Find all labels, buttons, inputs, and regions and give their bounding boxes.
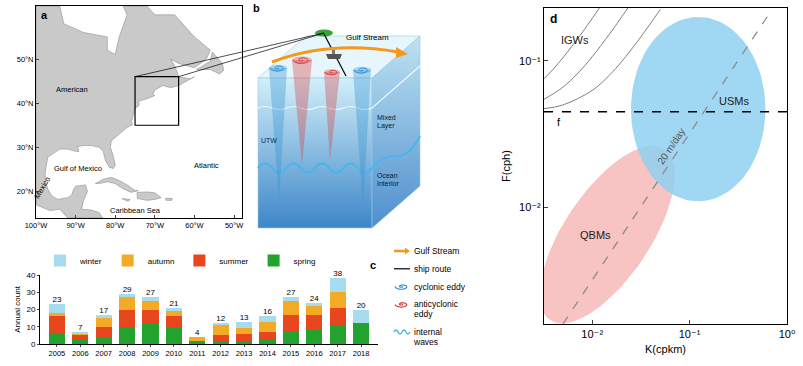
svg-text:f: f: [557, 116, 561, 128]
svg-text:spring: spring: [294, 257, 316, 266]
svg-text:anticycloniceddy: anticycloniceddy: [414, 299, 459, 319]
svg-text:2015: 2015: [283, 349, 300, 358]
svg-text:12: 12: [216, 314, 225, 323]
svg-text:2017: 2017: [329, 349, 346, 358]
svg-text:Gulf Stream: Gulf Stream: [346, 33, 389, 42]
svg-text:7: 7: [78, 323, 83, 332]
svg-text:0: 0: [31, 340, 36, 349]
svg-text:USMs: USMs: [719, 95, 749, 107]
svg-text:20: 20: [26, 305, 35, 314]
svg-text:38: 38: [333, 269, 342, 278]
svg-text:QBMs: QBMs: [580, 229, 611, 241]
svg-text:2006: 2006: [72, 349, 89, 358]
svg-text:cyclonic eddy: cyclonic eddy: [414, 282, 466, 292]
svg-text:50°W: 50°W: [225, 221, 244, 230]
svg-text:10⁰: 10⁰: [779, 328, 796, 340]
svg-text:23: 23: [52, 295, 61, 304]
svg-text:UTW: UTW: [261, 137, 277, 144]
svg-text:2014: 2014: [259, 349, 276, 358]
svg-text:OceanInterior: OceanInterior: [377, 172, 399, 187]
svg-text:10⁻¹: 10⁻¹: [679, 328, 701, 340]
svg-text:21: 21: [169, 299, 178, 308]
svg-text:2012: 2012: [212, 349, 229, 358]
svg-text:27: 27: [146, 288, 155, 297]
svg-text:IGWs: IGWs: [561, 34, 589, 46]
svg-text:2013: 2013: [236, 349, 253, 358]
svg-text:American: American: [56, 85, 88, 94]
svg-text:40°N: 40°N: [17, 99, 34, 108]
svg-text:d: d: [550, 12, 557, 26]
svg-text:60°W: 60°W: [185, 221, 204, 230]
svg-text:ship route: ship route: [414, 264, 452, 274]
svg-text:10⁻¹: 10⁻¹: [519, 55, 541, 67]
svg-text:20: 20: [357, 301, 366, 310]
svg-text:Annual count: Annual count: [13, 285, 22, 332]
svg-text:internalwaves: internalwaves: [413, 327, 442, 347]
svg-text:17: 17: [99, 306, 108, 315]
svg-text:autumn: autumn: [148, 257, 175, 266]
svg-text:27: 27: [286, 288, 295, 297]
svg-text:2016: 2016: [306, 349, 323, 358]
svg-text:30: 30: [26, 288, 35, 297]
svg-text:10: 10: [26, 323, 35, 332]
svg-text:20 m/day: 20 m/day: [655, 126, 687, 166]
svg-text:K(cpkm): K(cpkm): [645, 343, 686, 355]
svg-text:2005: 2005: [49, 349, 66, 358]
svg-text:90°W: 90°W: [66, 221, 85, 230]
svg-text:50°N: 50°N: [17, 55, 34, 64]
svg-text:2008: 2008: [119, 349, 136, 358]
svg-text:4: 4: [195, 328, 200, 337]
svg-text:Atlantic: Atlantic: [194, 161, 219, 170]
svg-text:a: a: [41, 9, 48, 21]
svg-text:2018: 2018: [353, 349, 370, 358]
svg-text:2007: 2007: [95, 349, 112, 358]
svg-text:summer: summer: [219, 257, 248, 266]
svg-text:30°N: 30°N: [17, 143, 34, 152]
svg-text:c: c: [370, 259, 376, 271]
svg-text:10⁻²: 10⁻²: [519, 201, 541, 213]
svg-text:20°N: 20°N: [17, 187, 34, 196]
svg-text:Gulf Stream: Gulf Stream: [414, 246, 459, 256]
svg-text:70°W: 70°W: [146, 221, 165, 230]
svg-text:16: 16: [263, 307, 272, 316]
svg-text:29: 29: [123, 285, 132, 294]
svg-text:40: 40: [26, 271, 35, 280]
svg-text:13: 13: [240, 313, 249, 322]
svg-text:2011: 2011: [189, 349, 205, 358]
svg-text:80°W: 80°W: [106, 221, 125, 230]
svg-text:Gulf of Mexico: Gulf of Mexico: [54, 164, 102, 173]
svg-text:24: 24: [310, 294, 319, 303]
svg-text:100°W: 100°W: [25, 221, 49, 230]
svg-text:F(cph): F(cph): [500, 150, 512, 182]
svg-text:Mexico: Mexico: [33, 175, 53, 200]
svg-text:winter: winter: [79, 257, 102, 266]
svg-text:MixedLayer: MixedLayer: [377, 114, 396, 130]
svg-text:2010: 2010: [166, 349, 183, 358]
svg-text:2009: 2009: [142, 349, 159, 358]
svg-text:10⁻²: 10⁻²: [581, 328, 603, 340]
svg-text:b: b: [253, 2, 260, 14]
svg-text:Caribbean Sea: Caribbean Sea: [110, 206, 161, 215]
